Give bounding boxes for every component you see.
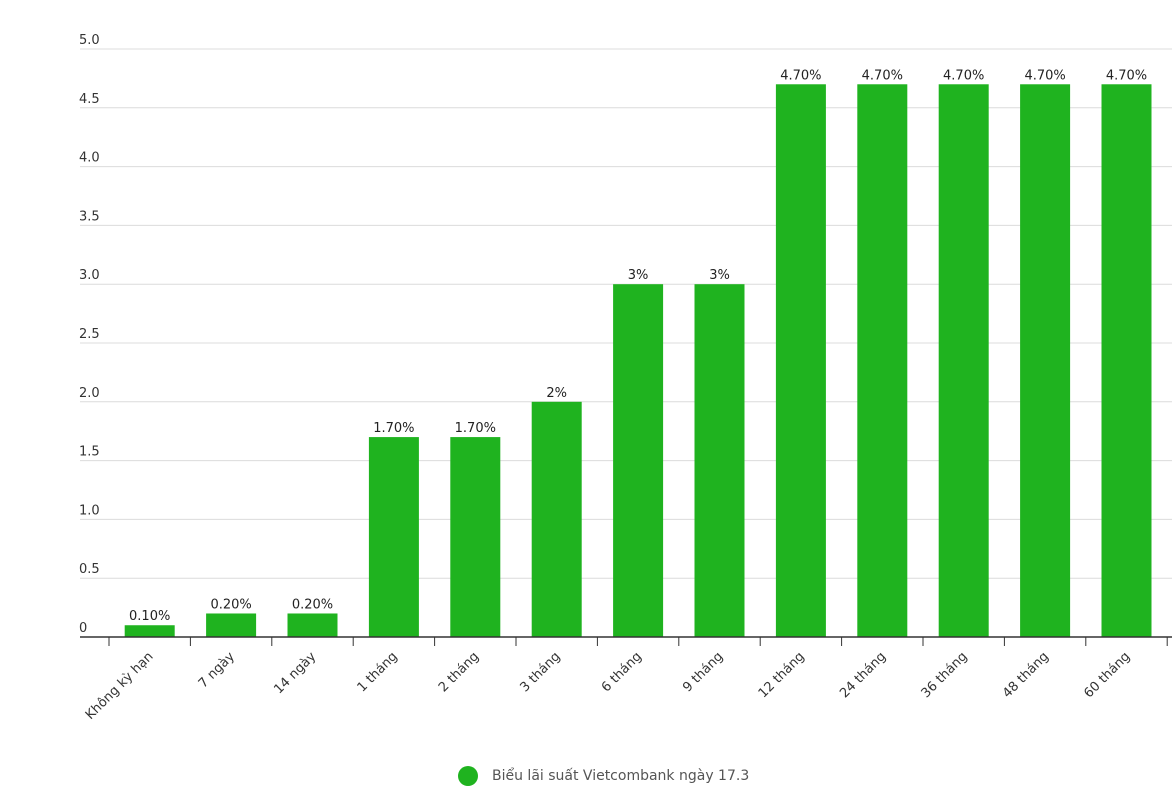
data-label: 3%	[628, 268, 649, 283]
y-tick-label: 1.5	[79, 445, 100, 460]
x-tick-label: 24 tháng	[837, 649, 889, 701]
bar[interactable]	[287, 613, 338, 637]
bar[interactable]	[206, 613, 257, 637]
y-tick-label: 0.5	[79, 562, 100, 577]
bar[interactable]	[857, 84, 908, 637]
bar[interactable]	[938, 84, 989, 637]
legend-label: Biểu lãi suất Vietcombank ngày 17.3	[492, 768, 750, 784]
y-tick-label: 4.0	[79, 151, 100, 166]
data-label: 4.70%	[943, 68, 984, 83]
x-tick-label: 1 tháng	[355, 649, 401, 695]
y-tick-label: 1.0	[79, 503, 100, 518]
y-tick-label: 4.5	[79, 92, 100, 107]
data-label: 1.70%	[455, 421, 496, 436]
bar[interactable]	[124, 625, 175, 637]
y-axis-tick-labels: 0 0.5 1.0 1.5 2.0 2.5 3.0 3.5 4.0 4.5 5.0	[79, 33, 100, 636]
x-tick-label: 6 tháng	[599, 649, 645, 695]
data-label: 4.70%	[1024, 68, 1065, 83]
x-tick-label: 12 tháng	[756, 649, 808, 701]
bar[interactable]	[1020, 84, 1071, 637]
data-label: 0.20%	[210, 597, 251, 612]
data-label: 4.70%	[1106, 68, 1147, 83]
bar[interactable]	[368, 437, 419, 637]
legend-swatch	[458, 766, 478, 786]
y-tick-label: 0	[79, 621, 87, 636]
bar[interactable]	[613, 284, 664, 637]
bar[interactable]	[531, 401, 582, 637]
x-tick-label: 36 tháng	[919, 649, 971, 701]
bar[interactable]	[450, 437, 501, 637]
x-tick-label: 48 tháng	[1000, 649, 1052, 701]
data-label: 3%	[709, 268, 730, 283]
data-label: 0.20%	[292, 597, 333, 612]
x-axis	[80, 636, 1172, 646]
y-tick-label: 3.0	[79, 268, 100, 283]
bar[interactable]	[1101, 84, 1152, 637]
y-tick-label: 2.5	[79, 327, 100, 342]
y-tick-label: 3.5	[79, 209, 100, 224]
legend[interactable]: Biểu lãi suất Vietcombank ngày 17.3	[458, 766, 749, 786]
data-label: 2%	[546, 386, 567, 401]
data-label: 4.70%	[862, 68, 903, 83]
x-tick-label: 2 tháng	[436, 649, 482, 695]
x-tick-label: Không kỳ hạn	[83, 649, 157, 723]
data-label: 4.70%	[780, 68, 821, 83]
x-tick-label: 3 tháng	[517, 649, 563, 695]
data-labels: 0.10% 0.20% 0.20% 1.70% 1.70% 2% 3% 3% 4.70% 4.70…	[129, 68, 1147, 624]
y-tick-label: 2.0	[79, 386, 100, 401]
x-axis-tick-labels: Không kỳ hạn 7 ngày 14 ngày 1 tháng 2 tháng 3…	[83, 649, 1133, 723]
bar[interactable]	[694, 284, 745, 637]
x-tick-label: 14 ngày	[271, 649, 319, 697]
x-tick-label: 9 tháng	[680, 649, 726, 695]
bar[interactable]	[775, 84, 826, 637]
x-tick-label: 7 ngày	[196, 649, 238, 691]
bars	[124, 84, 1152, 637]
y-tick-label: 5.0	[79, 33, 100, 48]
x-tick-label: 60 tháng	[1081, 649, 1133, 701]
data-label: 1.70%	[373, 421, 414, 436]
data-label: 0.10%	[129, 609, 170, 624]
